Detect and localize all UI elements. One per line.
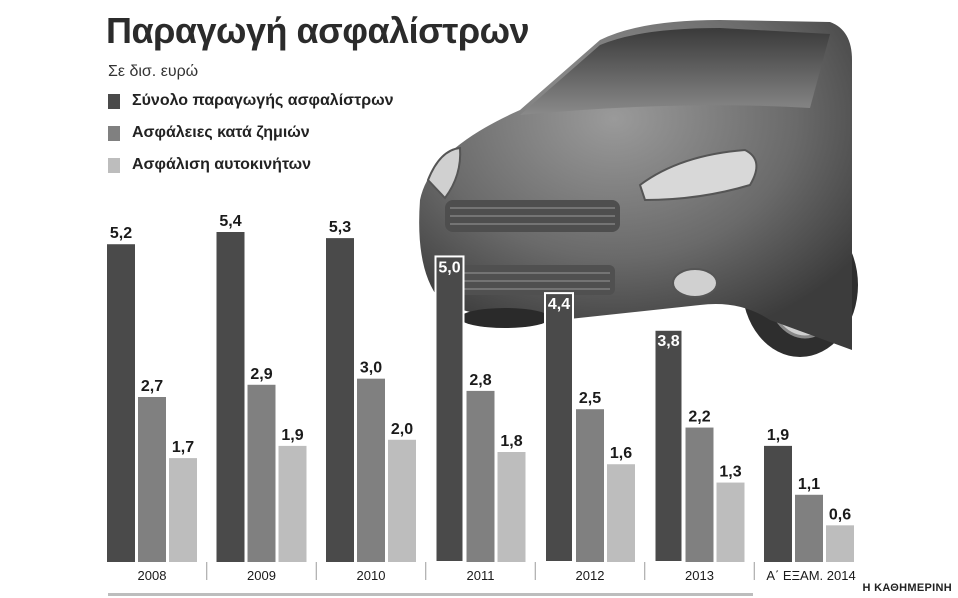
- car-illustration: [419, 20, 858, 357]
- bar-2010-series-1: [357, 378, 385, 562]
- bar-2011-series-1: [466, 390, 495, 562]
- bar-2012-series-2: [607, 464, 635, 562]
- bar-2011-series-0: [434, 255, 465, 563]
- bar-2009-series-0: [216, 232, 245, 562]
- value-label-2013-series-1: 2,2: [688, 409, 710, 426]
- value-label-2013-series-0: 3,8: [657, 333, 679, 350]
- value-labels: 5,2 2,7 1,7 5,4 2,9 1,9 5,3 3,0 2,0 5,0 2,8 1,8 4,4 2…: [110, 213, 851, 523]
- value-label-Α΄ ΕΞΑΜ. 2014-series-1: 1,1: [798, 476, 820, 493]
- value-label-2008-series-2: 1,7: [172, 439, 194, 456]
- legend-swatch-total: [108, 93, 120, 109]
- value-label-2008-series-1: 2,7: [141, 378, 163, 395]
- legend-swatch-auto: [108, 157, 120, 173]
- car-windshield: [520, 28, 830, 115]
- category-label-0: 2008: [138, 568, 167, 583]
- legend-label-auto: Ασφάλιση αυτοκινήτων: [132, 156, 312, 173]
- bar-2011-series-2: [497, 452, 526, 562]
- bottom-rule: [108, 593, 753, 596]
- bar-2012-series-1: [576, 409, 604, 562]
- legend-item-damage: Ασφάλειες κατά ζημιών: [108, 123, 310, 143]
- chart-title: Παραγωγή ασφαλίστρων: [106, 10, 530, 51]
- category-label-3: 2011: [467, 568, 495, 583]
- legend-item-auto: Ασφάλιση αυτοκινήτων: [108, 155, 311, 175]
- value-label-2009-series-0: 5,4: [219, 213, 241, 230]
- car-headlight: [638, 148, 758, 202]
- category-label-6: Α΄ ΕΞΑΜ. 2014: [766, 568, 855, 583]
- value-label-2010-series-0: 5,3: [329, 219, 351, 236]
- value-label-Α΄ ΕΞΑΜ. 2014-series-0: 1,9: [767, 427, 789, 444]
- value-label-2012-series-0: 4,4: [548, 296, 570, 313]
- bar-2013-series-2: [716, 482, 745, 562]
- value-label-2013-series-2: 1,3: [719, 464, 741, 481]
- bar-Α΄ ΕΞΑΜ. 2014-series-0: [764, 445, 792, 562]
- bar-2008-series-0: [107, 244, 135, 562]
- chart-subtitle: Σε δισ. ευρώ: [108, 63, 199, 80]
- bars: [107, 232, 854, 563]
- value-label-2012-series-2: 1,6: [610, 445, 632, 462]
- bar-2010-series-2: [388, 439, 416, 562]
- value-label-2011-series-1: 2,8: [469, 372, 491, 389]
- bar-Α΄ ΕΞΑΜ. 2014-series-1: [795, 494, 823, 562]
- bar-2009-series-1: [247, 384, 276, 562]
- legend-label-total: Σύνολο παραγωγής ασφαλίστρων: [132, 92, 394, 109]
- value-label-2011-series-2: 1,8: [500, 433, 522, 450]
- value-label-2009-series-2: 1,9: [281, 427, 303, 444]
- bar-2013-series-0: [653, 328, 684, 563]
- value-label-2011-series-0: 5,0: [438, 259, 460, 276]
- category-label-1: 2009: [247, 568, 276, 583]
- bar-2012-series-0: [544, 292, 574, 563]
- bar-2010-series-0: [326, 238, 354, 562]
- legend-label-damage: Ασφάλειες κατά ζημιών: [132, 124, 310, 141]
- value-label-2010-series-1: 3,0: [360, 360, 382, 377]
- value-label-Α΄ ΕΞΑΜ. 2014-series-2: 0,6: [829, 506, 851, 523]
- category-label-2: 2010: [357, 568, 386, 583]
- category-label-5: 2013: [685, 568, 714, 583]
- bar-Α΄ ΕΞΑΜ. 2014-series-2: [826, 525, 854, 562]
- source-credit: Η ΚΑΘΗΜΕΡΙΝΗ: [862, 582, 952, 594]
- category-labels: 2008 2009 2010 2011 2012 2013 Α΄ ΕΞΑΜ. 2014: [138, 568, 856, 583]
- value-label-2012-series-1: 2,5: [579, 390, 601, 407]
- bar-2013-series-1: [685, 427, 714, 562]
- value-label-2009-series-1: 2,9: [250, 366, 272, 383]
- value-label-2010-series-2: 2,0: [391, 421, 413, 438]
- category-label-4: 2012: [576, 568, 605, 583]
- bar-2008-series-1: [138, 397, 166, 562]
- legend-item-total: Σύνολο παραγωγής ασφαλίστρων: [108, 91, 394, 111]
- bar-2008-series-2: [169, 458, 197, 562]
- legend-swatch-damage: [108, 125, 120, 141]
- value-label-2008-series-0: 5,2: [110, 225, 132, 242]
- group-separators: [206, 562, 755, 580]
- bar-2009-series-2: [278, 445, 307, 562]
